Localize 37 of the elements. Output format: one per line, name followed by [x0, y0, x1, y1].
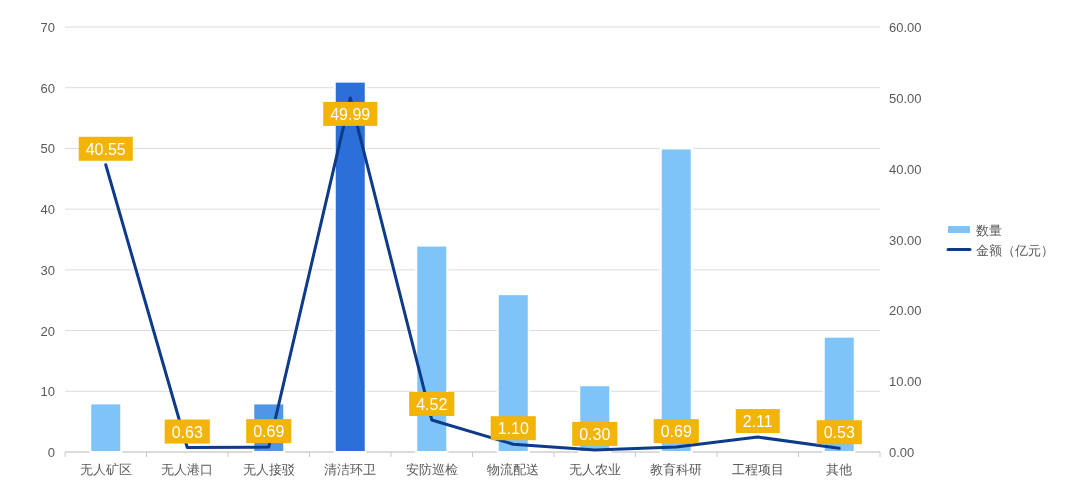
data-label: 0.69	[660, 423, 692, 441]
y2-tick-label: 30.00	[889, 232, 922, 248]
x-tick-label: 其他	[826, 462, 853, 477]
x-tick-label: 安防巡检	[405, 462, 458, 477]
data-label: 49.99	[330, 105, 371, 123]
y-tick-label: 0	[47, 445, 55, 460]
data-label: 0.53	[823, 424, 855, 442]
data-label: 0.63	[171, 423, 203, 441]
x-tick-label: 清洁环卫	[324, 462, 377, 477]
y-tick-label: 70	[40, 20, 55, 35]
x-tick-label: 无人农业	[568, 462, 621, 477]
data-label: 40.55	[85, 140, 126, 158]
data-label: 2.11	[742, 413, 773, 431]
y-tick-label: 60	[40, 80, 55, 96]
legend-label: 数量	[976, 222, 1002, 238]
y2-tick-label: 40.00	[889, 161, 922, 177]
legend-label: 金额（亿元）	[976, 242, 1054, 258]
data-label: 4.52	[416, 395, 448, 413]
y2-tick-label: 60.00	[889, 20, 922, 35]
y-tick-label: 10	[40, 384, 55, 400]
y2-tick-label: 0.00	[889, 445, 915, 460]
x-tick-label: 物流配送	[487, 462, 540, 477]
y2-tick-label: 10.00	[889, 374, 922, 390]
y2-tick-label: 20.00	[889, 303, 922, 319]
x-tick-label: 无人接驳	[242, 462, 295, 477]
x-tick-label: 无人矿区	[79, 462, 132, 477]
y-tick-label: 30	[40, 262, 55, 278]
y2-tick-label: 50.00	[889, 90, 922, 106]
x-tick-label: 无人港口	[161, 462, 214, 477]
data-label: 0.69	[253, 423, 285, 441]
data-label: 0.30	[579, 425, 611, 443]
x-tick-label: 教育科研	[650, 462, 703, 477]
y-tick-label: 50	[40, 141, 55, 157]
y-tick-label: 40	[40, 202, 55, 218]
y-tick-label: 20	[40, 323, 55, 339]
data-label: 1.10	[497, 420, 529, 438]
x-tick-label: 工程项目	[731, 462, 784, 477]
